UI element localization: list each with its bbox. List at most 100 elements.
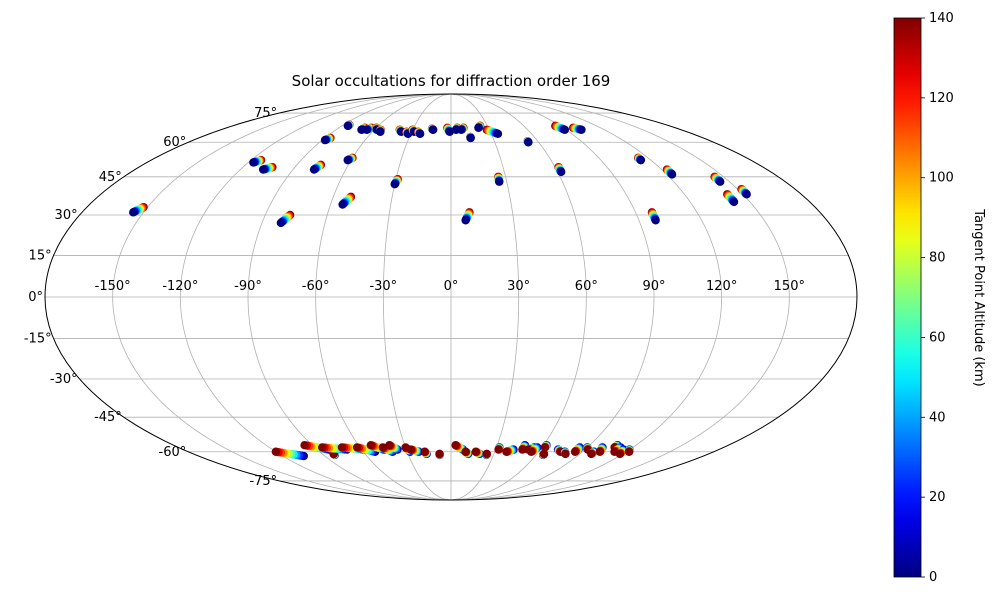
y-tick-label: -60°: [159, 445, 187, 460]
y-tick-label: 0°: [28, 290, 43, 305]
occultation-track: [474, 121, 485, 132]
data-point: [667, 170, 677, 179]
data-point: [343, 121, 353, 131]
occultation-track: [560, 447, 570, 459]
occultation-track: [443, 123, 454, 136]
data-point: [276, 218, 286, 228]
y-tick-label: 15°: [29, 248, 52, 263]
data-point: [445, 127, 454, 136]
data-point: [461, 216, 470, 225]
data-point: [524, 138, 533, 147]
occultation-track: [471, 447, 484, 459]
data-point: [493, 129, 503, 139]
meridian-line: [450, 93, 655, 501]
data-point: [729, 197, 739, 207]
map-boundary: [44, 93, 858, 501]
colorbar-tick-label: 120: [929, 91, 954, 106]
latitude-tick-labels: -75° -60° -45° -30° -15° 0° 15° 30° 45° 60° 75°: [24, 106, 277, 489]
data-point: [742, 190, 751, 199]
data-point: [249, 158, 258, 167]
x-tick-label: -120°: [162, 279, 198, 294]
data-point: [420, 447, 429, 456]
x-tick-label: 150°: [774, 279, 805, 294]
occultation-track: [129, 202, 148, 217]
occultation-track: [587, 447, 599, 459]
occultation-track: [276, 210, 295, 228]
y-tick-label: 30°: [55, 208, 78, 223]
occultation-track: [343, 120, 354, 131]
occultation-track: [554, 162, 566, 177]
occultation-track: [523, 136, 533, 147]
data-point: [474, 123, 483, 132]
x-tick-label: 30°: [507, 279, 530, 294]
colorbar-tick-label: 20: [929, 490, 946, 505]
y-tick-label: 45°: [99, 170, 122, 185]
occultation-track: [406, 445, 424, 456]
data-point: [428, 125, 438, 134]
data-point: [482, 449, 491, 459]
data-point: [352, 443, 362, 452]
occultation-track: [309, 160, 326, 174]
y-tick-label: 75°: [254, 106, 277, 121]
x-tick-label: 60°: [575, 279, 598, 294]
x-tick-label: 120°: [706, 279, 737, 294]
data-point: [595, 447, 605, 456]
x-tick-label: 90°: [642, 279, 665, 294]
colorbar-ticks: 0 20 40 60 80 100 120 140: [921, 11, 954, 585]
data-point: [406, 445, 416, 454]
occultation-track: [551, 121, 570, 134]
data-point: [378, 443, 388, 452]
colorbar-tick-label: 40: [929, 410, 946, 425]
occultation-track: [457, 123, 468, 134]
occultation-track: [338, 192, 356, 209]
meridian-line: [450, 93, 790, 501]
data-point: [539, 449, 549, 459]
occultation-track: [737, 185, 751, 199]
x-tick-label: -60°: [302, 279, 330, 294]
data-point: [129, 208, 138, 217]
data-point: [527, 447, 536, 456]
data-point: [338, 200, 347, 209]
data-point: [415, 129, 425, 139]
data-point: [495, 177, 504, 186]
occultation-track: [662, 165, 677, 179]
colorbar-gradient: [893, 17, 922, 578]
occultation-track: [527, 443, 542, 456]
occultation-track: [568, 123, 586, 134]
data-point: [390, 180, 399, 189]
occultation-track: [482, 449, 491, 460]
occultation-track: [494, 443, 504, 454]
occultation-track: [461, 447, 473, 459]
colorbar-tick-label: 100: [929, 171, 954, 186]
data-point: [570, 447, 580, 456]
data-point: [624, 447, 634, 456]
data-point: [461, 447, 470, 456]
occultation-track: [451, 441, 468, 454]
graticule: [45, 93, 857, 501]
data-point: [518, 445, 527, 454]
occultation-track: [624, 445, 634, 456]
occultation-track: [466, 132, 475, 143]
data-point: [300, 441, 309, 450]
occultation-track: [647, 208, 660, 225]
data-point: [366, 441, 376, 450]
occultation-track: [494, 172, 504, 186]
data-point: [587, 449, 596, 459]
occultation-track: [540, 441, 551, 452]
x-tick-label: -150°: [95, 279, 131, 294]
data-point: [435, 449, 444, 459]
data-point: [318, 443, 327, 452]
data-point: [636, 155, 646, 165]
y-tick-label: -45°: [94, 410, 122, 425]
data-point: [337, 443, 347, 452]
meridian-line: [450, 93, 520, 501]
y-tick-label: -30°: [50, 372, 78, 387]
occultation-track: [420, 447, 431, 459]
data-point: [560, 125, 570, 134]
occultation-track: [258, 162, 277, 174]
occultation-track: [376, 125, 385, 136]
occultation-track: [595, 443, 607, 456]
data-point: [502, 447, 511, 456]
